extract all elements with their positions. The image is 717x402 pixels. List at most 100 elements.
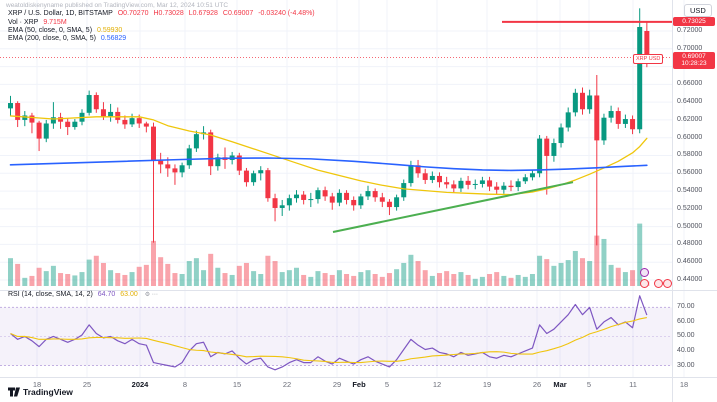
candle-body	[115, 111, 121, 120]
candle-body	[379, 197, 385, 202]
candle-body	[29, 115, 35, 123]
volume-bar	[351, 275, 357, 286]
rsi-band	[0, 307, 672, 366]
candle-body	[294, 194, 299, 199]
candle-body	[143, 123, 149, 127]
candle-body	[472, 183, 478, 185]
volume-bar	[622, 272, 628, 286]
volume-bar	[151, 240, 156, 286]
candle-body	[565, 112, 571, 128]
emoji-marker-red-icon[interactable]	[640, 279, 649, 288]
volume-bar	[394, 269, 400, 286]
volume-bar	[479, 276, 485, 286]
candle-body	[236, 155, 242, 171]
ema200-label: EMA (200, close, 0, SMA, 5)	[8, 34, 96, 42]
volume-bar	[65, 274, 71, 286]
volume-bar	[558, 262, 564, 286]
volume-bar	[236, 265, 242, 286]
volume-bar	[8, 258, 13, 286]
volume-bar	[415, 261, 421, 286]
candle-body	[72, 121, 78, 128]
price-axis-label: 0.64000	[677, 98, 703, 106]
volume-bar	[108, 270, 114, 286]
candle-body	[215, 157, 221, 167]
time-axis-label: 11	[629, 380, 637, 389]
time-axis-label: Feb	[352, 380, 366, 389]
price-axis-label: 0.58000	[677, 151, 703, 159]
volume-bar	[572, 250, 578, 286]
emoji-marker-purple-icon[interactable]	[640, 268, 649, 277]
tradingview-attribution[interactable]: TradingView	[8, 386, 73, 398]
volume-bar	[615, 267, 621, 286]
rsi-label: RSI (14, close, SMA, 14, 2)	[8, 291, 93, 298]
rsi-settings-icons[interactable]: ⚙ ⋯	[144, 292, 158, 298]
volume-bar	[379, 276, 385, 286]
rsi-ma-line	[10, 317, 647, 364]
candle-body	[329, 196, 335, 203]
time-axis-label: Mar	[553, 380, 567, 389]
time-axis-label: 26	[532, 380, 542, 389]
currency-toggle-button[interactable]: USD	[684, 4, 712, 17]
candle-body	[451, 184, 457, 189]
price-axis-label: 0.52000	[677, 204, 703, 212]
brand-name: TradingView	[23, 387, 73, 397]
price-axis-label: 0.60000	[677, 133, 703, 141]
price-axis-label: 0.72000	[677, 26, 703, 34]
rsi-legend[interactable]: RSI (14, close, SMA, 14, 2) 64.70 63.00 …	[8, 291, 161, 298]
volume-bar	[79, 272, 85, 286]
candle-body	[208, 132, 214, 167]
volume-bar	[294, 267, 299, 286]
candle-body	[644, 30, 650, 58]
volume-bar	[444, 271, 450, 286]
time-axis-label: 18	[32, 380, 42, 389]
volume-bar	[279, 272, 285, 286]
volume-legend[interactable]: Vol · XRP 9.715M	[8, 19, 70, 26]
volume-bar	[386, 273, 392, 286]
candle-body	[594, 95, 600, 141]
time-axis[interactable]: 18 25 2024 8 15 22 29 Feb 5 12 19 26 Mar 5 11 18	[0, 378, 717, 394]
candle-body	[165, 164, 171, 169]
watermark: weatoldiskenyname published on TradingVi…	[6, 2, 229, 9]
candle-body	[308, 199, 314, 201]
volume-bar	[165, 263, 171, 286]
volume-bar	[179, 274, 185, 286]
ema200-line	[9, 157, 648, 172]
candle-body	[479, 180, 485, 184]
ema50-legend[interactable]: EMA (50, close, 0, SMA, 5) 0.59930	[8, 27, 125, 34]
candle-body	[108, 111, 114, 117]
price-axis[interactable]: 0.720000.700000.680000.660000.640000.620…	[672, 0, 717, 377]
price-axis-label: 0.54000	[677, 187, 703, 195]
candle-body	[301, 194, 307, 200]
volume-bar	[136, 266, 142, 286]
candle-body	[501, 185, 507, 190]
volume-bar	[344, 274, 350, 286]
volume-bar	[608, 264, 614, 286]
volume-bar	[301, 274, 307, 286]
candle-body	[193, 134, 199, 149]
volume-bar	[522, 276, 528, 286]
volume-bar	[186, 261, 192, 286]
ema200-legend[interactable]: EMA (200, close, 0, SMA, 5) 0.56829	[8, 35, 129, 42]
emoji-marker-red-icon[interactable]	[663, 279, 672, 288]
candle-body	[15, 103, 21, 120]
candle-body	[344, 192, 350, 200]
candle-body	[558, 127, 564, 144]
candle-body	[358, 196, 364, 206]
time-axis-label: 12	[432, 380, 442, 389]
emoji-marker-red-icon[interactable]	[654, 279, 663, 288]
volume-bar	[515, 274, 521, 286]
symbol-legend[interactable]: XRP / U.S. Dollar, 1D, BITSTAMP O0.70270…	[8, 10, 318, 17]
price-axis-label: 0.48000	[677, 240, 703, 248]
volume-bar	[494, 272, 500, 286]
candle-body	[551, 143, 557, 156]
ema50-value: 0.59930	[96, 26, 123, 34]
time-axis-label: 2024	[131, 380, 149, 389]
price-axis-label: 0.56000	[677, 169, 703, 177]
volume-bar	[408, 254, 414, 286]
volume-bar	[508, 277, 514, 286]
candle-body	[251, 173, 257, 183]
rsi-axis-label: 60.00	[677, 317, 695, 325]
candle-body	[172, 168, 178, 173]
candle-body	[279, 205, 285, 208]
